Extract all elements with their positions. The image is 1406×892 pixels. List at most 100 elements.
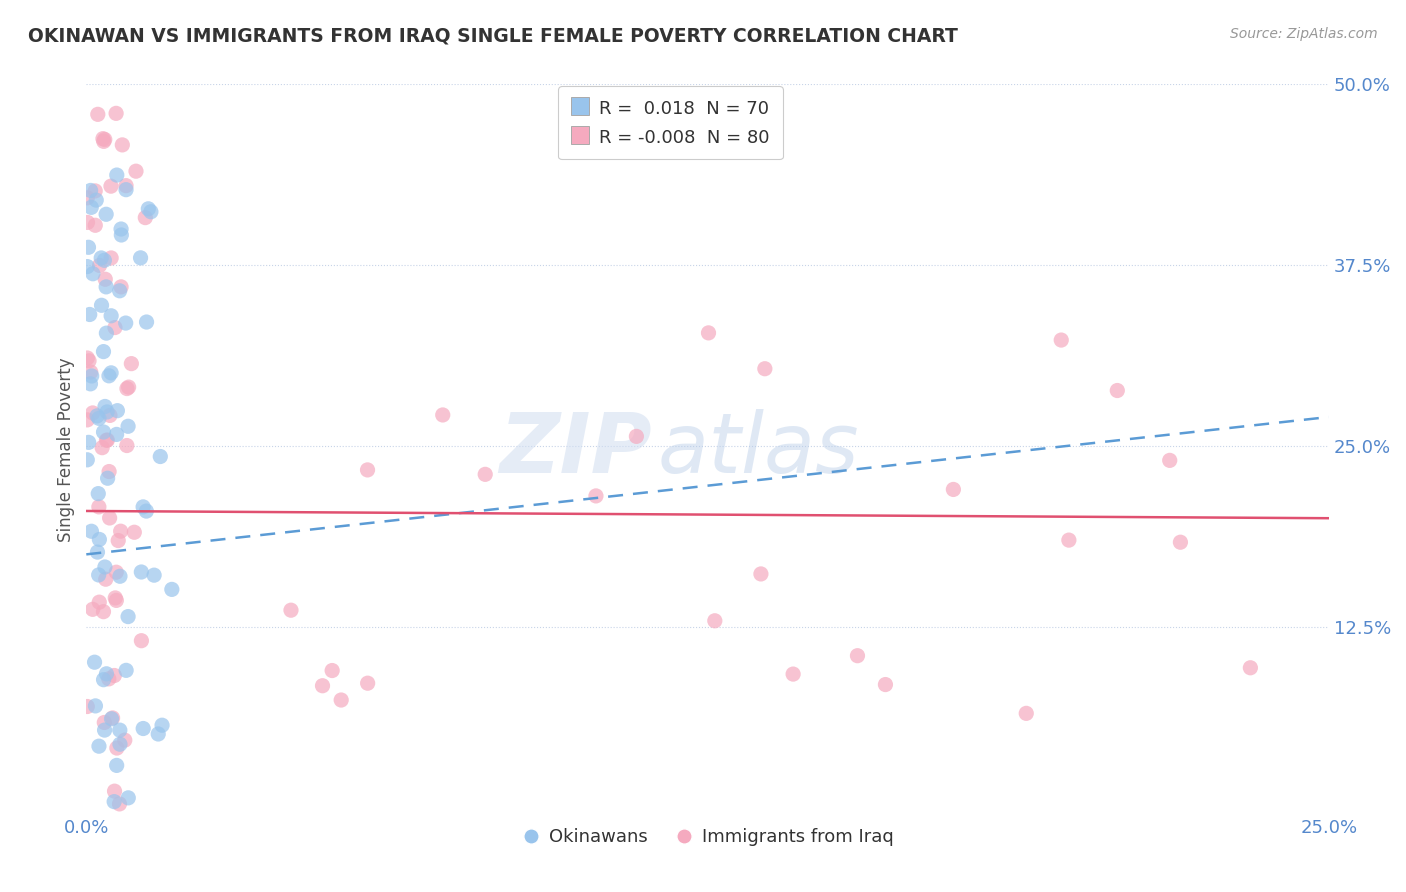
Point (136, 202, 159, 216)
Point (105, 168, 128, 182)
Point (94, 560, 117, 574)
Point (150, 718, 173, 732)
Point (96, 280, 118, 294)
Point (86, 545, 108, 559)
Point (1170, 535, 1192, 549)
Point (103, 795, 125, 809)
Point (100, 179, 122, 194)
Point (105, 106, 128, 120)
Point (105, 403, 128, 417)
Point (93, 715, 115, 730)
Point (94, 272, 117, 286)
Point (110, 227, 132, 242)
Point (330, 693, 353, 707)
Point (105, 741, 128, 756)
Point (139, 204, 162, 219)
Point (97, 672, 120, 686)
Point (115, 664, 138, 678)
Point (96, 405, 118, 419)
Point (77, 353, 100, 368)
Point (356, 463, 378, 477)
Point (135, 504, 157, 518)
Point (280, 603, 302, 617)
Point (115, 178, 138, 193)
Point (94, 132, 117, 146)
Point (108, 797, 131, 811)
Point (77, 435, 100, 450)
Point (96, 433, 118, 447)
Point (83, 655, 105, 669)
Point (97, 368, 120, 383)
Point (86, 409, 108, 423)
Point (115, 438, 138, 452)
Point (104, 591, 127, 605)
Point (115, 382, 138, 396)
Point (754, 361, 776, 376)
Point (100, 366, 122, 380)
Text: Source: ZipAtlas.com: Source: ZipAtlas.com (1230, 27, 1378, 41)
Point (100, 309, 122, 323)
Point (93, 723, 115, 737)
Point (110, 222, 132, 236)
Point (96, 326, 118, 340)
Text: ZIP: ZIP (499, 409, 651, 490)
Point (1239, 661, 1261, 675)
Point (942, 483, 965, 497)
Point (91, 131, 114, 145)
Point (111, 137, 134, 152)
Point (87, 500, 110, 514)
Point (749, 566, 772, 581)
Point (626, 429, 648, 443)
Point (703, 614, 725, 628)
Point (105, 565, 128, 579)
Point (782, 667, 804, 681)
Point (89, 533, 111, 547)
Point (356, 676, 378, 690)
Point (87, 107, 110, 121)
Point (90, 251, 112, 265)
Point (84, 698, 107, 713)
Point (87, 486, 110, 500)
Point (132, 500, 155, 514)
Point (87, 568, 110, 582)
Point (91, 441, 114, 455)
Point (125, 164, 148, 178)
Point (131, 565, 153, 579)
Point (94, 572, 117, 586)
Point (96, 207, 118, 221)
Point (94, 400, 117, 414)
Point (89, 259, 111, 273)
Point (87, 739, 110, 754)
Point (117, 609, 139, 624)
Point (98, 465, 121, 479)
Point (135, 315, 157, 329)
Point (82, 267, 104, 281)
Point (82, 602, 104, 616)
Point (89, 595, 111, 609)
Point (103, 784, 125, 798)
Point (846, 648, 869, 663)
Point (697, 326, 720, 340)
Point (311, 679, 333, 693)
Point (93, 425, 115, 439)
Point (321, 664, 343, 678)
Point (80, 365, 103, 379)
Point (149, 450, 172, 464)
Point (93, 344, 115, 359)
Point (114, 316, 136, 330)
Point (80, 368, 103, 383)
Point (93, 253, 115, 268)
Point (1159, 453, 1181, 467)
Point (100, 251, 122, 265)
Point (129, 251, 152, 265)
Point (108, 723, 131, 738)
Point (105, 758, 128, 772)
Point (115, 183, 138, 197)
Point (131, 633, 153, 648)
Point (120, 357, 142, 371)
Point (79, 376, 101, 391)
Point (97, 471, 120, 485)
Point (77, 240, 100, 254)
Point (90, 298, 112, 312)
Point (117, 419, 139, 434)
